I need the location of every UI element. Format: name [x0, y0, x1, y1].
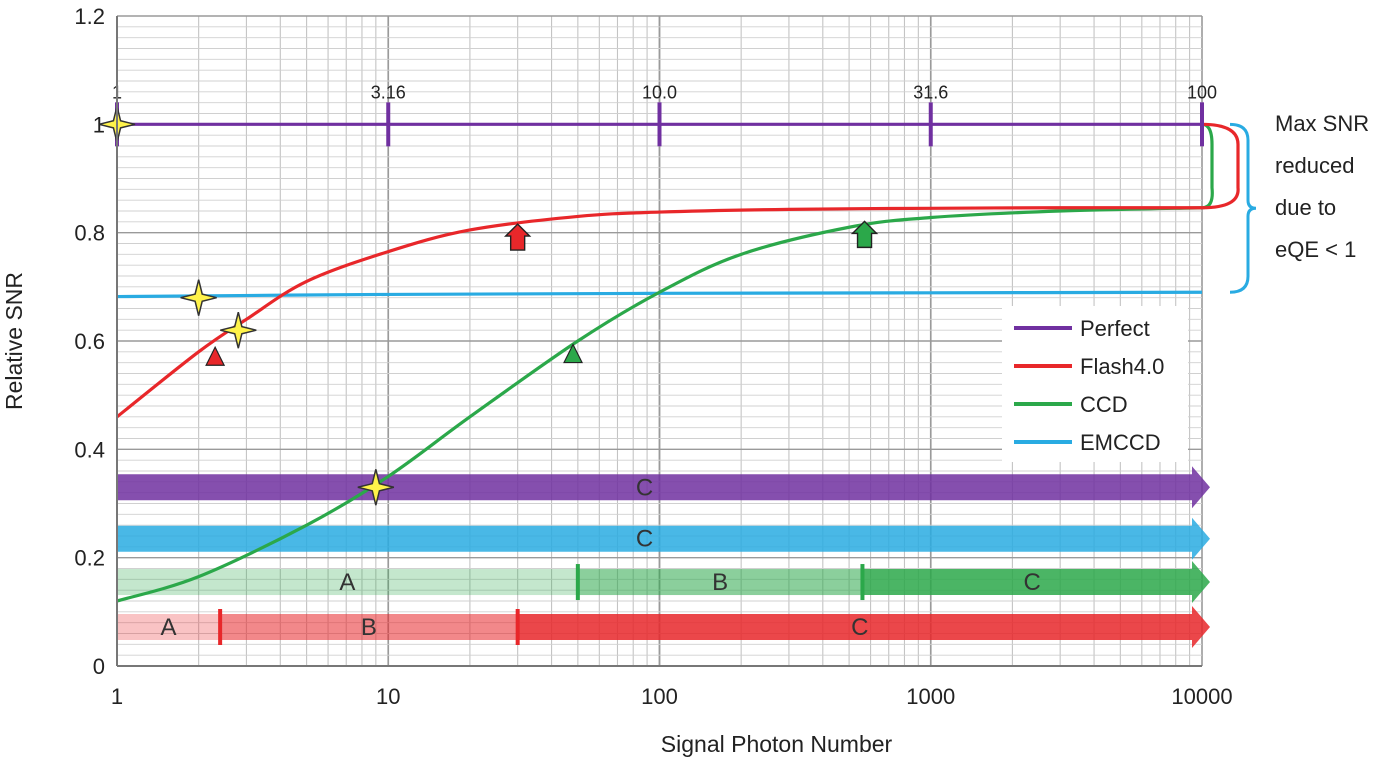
regime-bar-flash4-0: A B C [117, 606, 1210, 648]
x-tick-label: 100 [641, 684, 678, 709]
bar-segment-label: B [361, 614, 377, 641]
bar-segment [117, 614, 221, 640]
eqe-bracket [1229, 122, 1257, 294]
star-marker [180, 279, 217, 316]
star-marker [220, 311, 257, 349]
annotation-line: reduced [1275, 153, 1355, 178]
top-scale-label: 10.0 [642, 82, 677, 102]
legend-item-flash4-0: Flash4.0 [1014, 354, 1164, 379]
arrow-marker [850, 220, 879, 249]
annotation-line: eQE < 1 [1275, 237, 1356, 262]
annotation-line: due to [1275, 195, 1336, 220]
legend-box [1002, 306, 1188, 462]
axes: 1 10 100 1000 10000 0 0.2 0.4 0.6 0.8 1 1.2 Signal P… [1, 4, 1233, 757]
triangle-marker [205, 345, 226, 366]
top-scale-label: 3.16 [371, 82, 406, 102]
bar-segment-label: A [339, 569, 355, 596]
bar-segment [117, 569, 578, 596]
y-tick-label: 0.6 [74, 329, 105, 354]
x-tick-label: 10000 [1171, 684, 1232, 709]
y-tick-label: 0.2 [74, 546, 105, 571]
annotation: Max SNR reduced due to eQE < 1 [1229, 111, 1369, 294]
legend-label: EMCCD [1080, 430, 1161, 455]
legend-item-emccd: EMCCD [1014, 430, 1161, 455]
x-tick-label: 1 [111, 684, 123, 709]
top-scale-label: 100 [1187, 82, 1217, 102]
legend: Perfect Flash4.0 CCD EMCCD [1002, 306, 1188, 462]
series-line-flash4-0 [116, 206, 1203, 419]
bar-segment-label: B [712, 569, 728, 596]
x-axis-title: Signal Photon Number [661, 731, 893, 757]
bar-segment [577, 569, 863, 596]
bar-segment [220, 614, 518, 640]
legend-item-ccd: CCD [1014, 392, 1128, 417]
legend-item-perfect: Perfect [1014, 316, 1150, 341]
x-tick-label: 10 [376, 684, 400, 709]
annotation-line: Max SNR [1275, 111, 1369, 136]
y-axis-title: Relative SNR [1, 272, 27, 410]
triangle-marker [563, 343, 584, 364]
bar-segment-label: C [851, 614, 868, 641]
regime-bar-ccd: A B C [117, 561, 1210, 604]
series-tail-flash4-0 [1201, 122, 1240, 210]
top-scale-label: 31.6 [913, 82, 948, 102]
bar-segment-label: A [161, 614, 177, 641]
star-marker [357, 469, 395, 506]
legend-label: CCD [1080, 392, 1128, 417]
bar-segment [117, 517, 1210, 560]
x-tick-label: 1000 [906, 684, 955, 709]
legend-label: Flash4.0 [1080, 354, 1164, 379]
regime-bar-emccd: C [117, 517, 1210, 560]
arrow-marker [503, 223, 532, 251]
series-tail-ccd [1201, 122, 1214, 210]
y-tick-label: 0.8 [74, 221, 105, 246]
legend-label: Perfect [1080, 316, 1150, 341]
bar-segment-label: C [636, 474, 653, 501]
y-tick-label: 1 [93, 112, 105, 137]
y-tick-label: 1.2 [74, 4, 105, 29]
series-line-ccd [116, 206, 1203, 603]
bar-segment-label: C [1024, 569, 1041, 596]
bar-segment [517, 606, 1210, 648]
bar-segment-label: C [636, 526, 653, 553]
bar-segment [862, 561, 1210, 604]
y-tick-label: 0.4 [74, 437, 105, 462]
y-tick-label: 0 [93, 654, 105, 679]
